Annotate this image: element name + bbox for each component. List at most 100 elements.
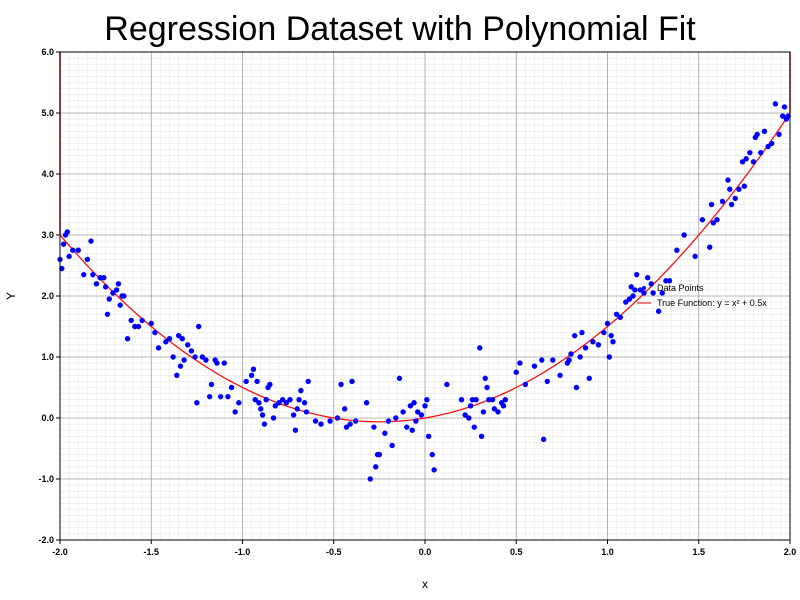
- data-point: [396, 375, 403, 382]
- data-point: [632, 287, 638, 293]
- data-point: [617, 314, 623, 321]
- data-point: [780, 113, 786, 119]
- data-point: [177, 363, 184, 369]
- data-point: [250, 366, 257, 372]
- data-point: [422, 403, 428, 409]
- data-point: [258, 406, 264, 412]
- data-point: [571, 332, 578, 339]
- data-point: [630, 293, 636, 299]
- data-point: [772, 101, 779, 107]
- y-tick-label: 0.0: [41, 413, 54, 423]
- data-point: [650, 290, 656, 296]
- data-point: [626, 296, 633, 302]
- data-point: [568, 351, 574, 357]
- data-point: [579, 329, 585, 336]
- data-point: [279, 397, 286, 403]
- data-point: [376, 451, 383, 458]
- data-point: [431, 467, 437, 473]
- legend: Data Points True Function: y = x² + 0.5x: [637, 283, 767, 308]
- data-point: [466, 415, 472, 421]
- y-axis-label: Y: [4, 292, 18, 300]
- data-point: [135, 323, 142, 330]
- x-tick-label: 1.5: [692, 547, 705, 557]
- data-point: [101, 275, 107, 281]
- data-point: [404, 424, 410, 430]
- data-point: [681, 232, 687, 238]
- data-point: [513, 369, 519, 375]
- data-point: [747, 149, 753, 156]
- data-point: [550, 357, 556, 363]
- data-point: [517, 360, 523, 366]
- x-tick-label: -1.5: [143, 547, 159, 557]
- data-point: [699, 217, 706, 223]
- data-point: [152, 329, 158, 336]
- data-point: [232, 409, 238, 415]
- data-point: [409, 427, 415, 433]
- data-point: [175, 332, 182, 339]
- data-point: [259, 412, 266, 418]
- y-tick-label: 5.0: [41, 108, 54, 118]
- data-point: [84, 256, 91, 263]
- data-point: [163, 339, 169, 345]
- data-point: [385, 418, 392, 424]
- data-point: [371, 424, 377, 430]
- data-point: [458, 397, 465, 403]
- data-point: [70, 247, 76, 253]
- data-point: [732, 195, 738, 202]
- y-tick-label: 6.0: [41, 47, 54, 57]
- legend-label-true-function: True Function: y = x² + 0.5x: [657, 298, 767, 308]
- data-point: [217, 393, 224, 400]
- data-point: [393, 415, 399, 421]
- data-point: [102, 284, 109, 290]
- data-point: [586, 375, 592, 382]
- x-tick-label: -0.5: [326, 547, 342, 557]
- data-point: [769, 140, 775, 147]
- data-point: [758, 149, 764, 156]
- y-axis-ticks: -2.0 -1.0 0.0 1.0 2.0 3.0 4.0 5.0 6.0: [38, 47, 60, 545]
- data-point: [121, 293, 127, 299]
- data-point: [413, 418, 419, 424]
- data-point: [203, 357, 209, 363]
- data-point: [544, 378, 550, 385]
- data-point: [272, 403, 279, 409]
- data-point: [641, 290, 647, 296]
- data-point: [489, 397, 496, 403]
- data-point: [573, 384, 580, 391]
- data-point: [298, 387, 304, 394]
- data-point: [714, 217, 720, 223]
- data-point: [128, 317, 134, 324]
- data-point: [477, 345, 483, 351]
- data-point: [415, 409, 421, 415]
- data-point: [418, 412, 425, 418]
- x-tick-label: 0.0: [419, 547, 432, 557]
- data-point: [710, 220, 717, 226]
- data-point: [577, 354, 583, 360]
- data-point: [674, 247, 680, 253]
- data-point: [185, 342, 191, 348]
- data-point: [557, 372, 563, 378]
- data-point: [373, 464, 379, 470]
- data-point: [296, 397, 302, 403]
- x-axis-ticks: -2.0 -1.5 -1.0 -0.5 0.0 0.5 1.0 1.5 2.0: [52, 540, 796, 557]
- data-point: [106, 296, 112, 302]
- x-tick-label: 0.5: [510, 547, 523, 557]
- data-point: [411, 400, 417, 406]
- x-tick-label: 2.0: [784, 547, 797, 557]
- data-point: [276, 400, 282, 406]
- data-point: [342, 406, 348, 412]
- data-point: [252, 397, 258, 403]
- data-point: [287, 397, 293, 403]
- plot-area: [57, 51, 791, 541]
- y-tick-label: 2.0: [41, 291, 54, 301]
- legend-swatch-data-points: [642, 286, 646, 290]
- data-point: [90, 271, 96, 278]
- data-point: [81, 271, 87, 278]
- data-point: [139, 317, 145, 324]
- x-axis-label: x: [422, 577, 428, 591]
- y-tick-label: 3.0: [41, 230, 54, 240]
- data-point: [382, 430, 388, 436]
- data-point: [502, 397, 508, 403]
- data-point: [539, 357, 545, 363]
- data-point: [148, 320, 154, 327]
- data-point: [467, 403, 474, 409]
